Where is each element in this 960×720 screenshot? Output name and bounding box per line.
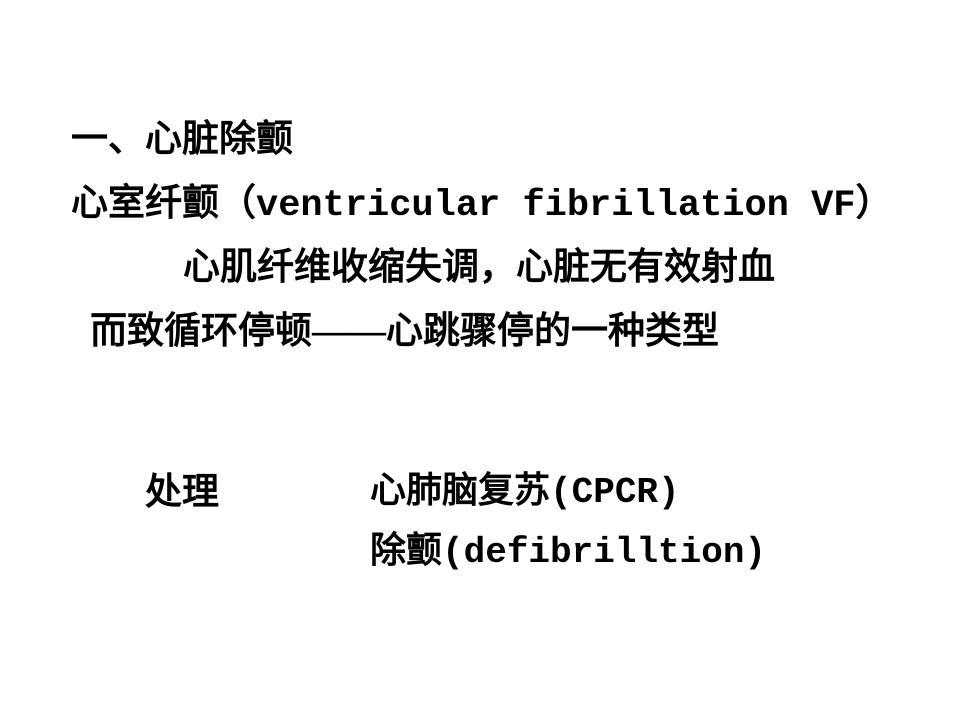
text-line-5-content: 心肺脑复苏(CPCR): [370, 461, 680, 513]
text-line-3: 心肌纤维收缩失调，心脏无有效射血: [183, 236, 775, 290]
text-line-5-label: 处理: [145, 461, 219, 515]
text-line-4: 而致循环停顿——心跳骤停的一种类型: [90, 300, 719, 354]
text-line-2: 心室纤颤（ventricular fibrillation VF）: [71, 172, 893, 227]
l5-latin: (CPCR): [550, 472, 680, 513]
l2-cn-open: 心室纤颤（: [71, 183, 256, 224]
l5-cn: 心肺脑复苏: [370, 470, 550, 510]
l2-cn-close: ）: [856, 183, 893, 224]
slide: 一、心脏除颤 心室纤颤（ventricular fibrillation VF）…: [0, 0, 960, 720]
heading-line-1: 一、心脏除颤: [71, 108, 293, 162]
text-line-6: 除颤(defibrilltion): [370, 521, 766, 573]
l2-latin: ventricular fibrillation VF: [256, 185, 856, 227]
l6-cn: 除颤: [370, 530, 442, 570]
l6-latin: (defibrilltion): [442, 532, 766, 573]
